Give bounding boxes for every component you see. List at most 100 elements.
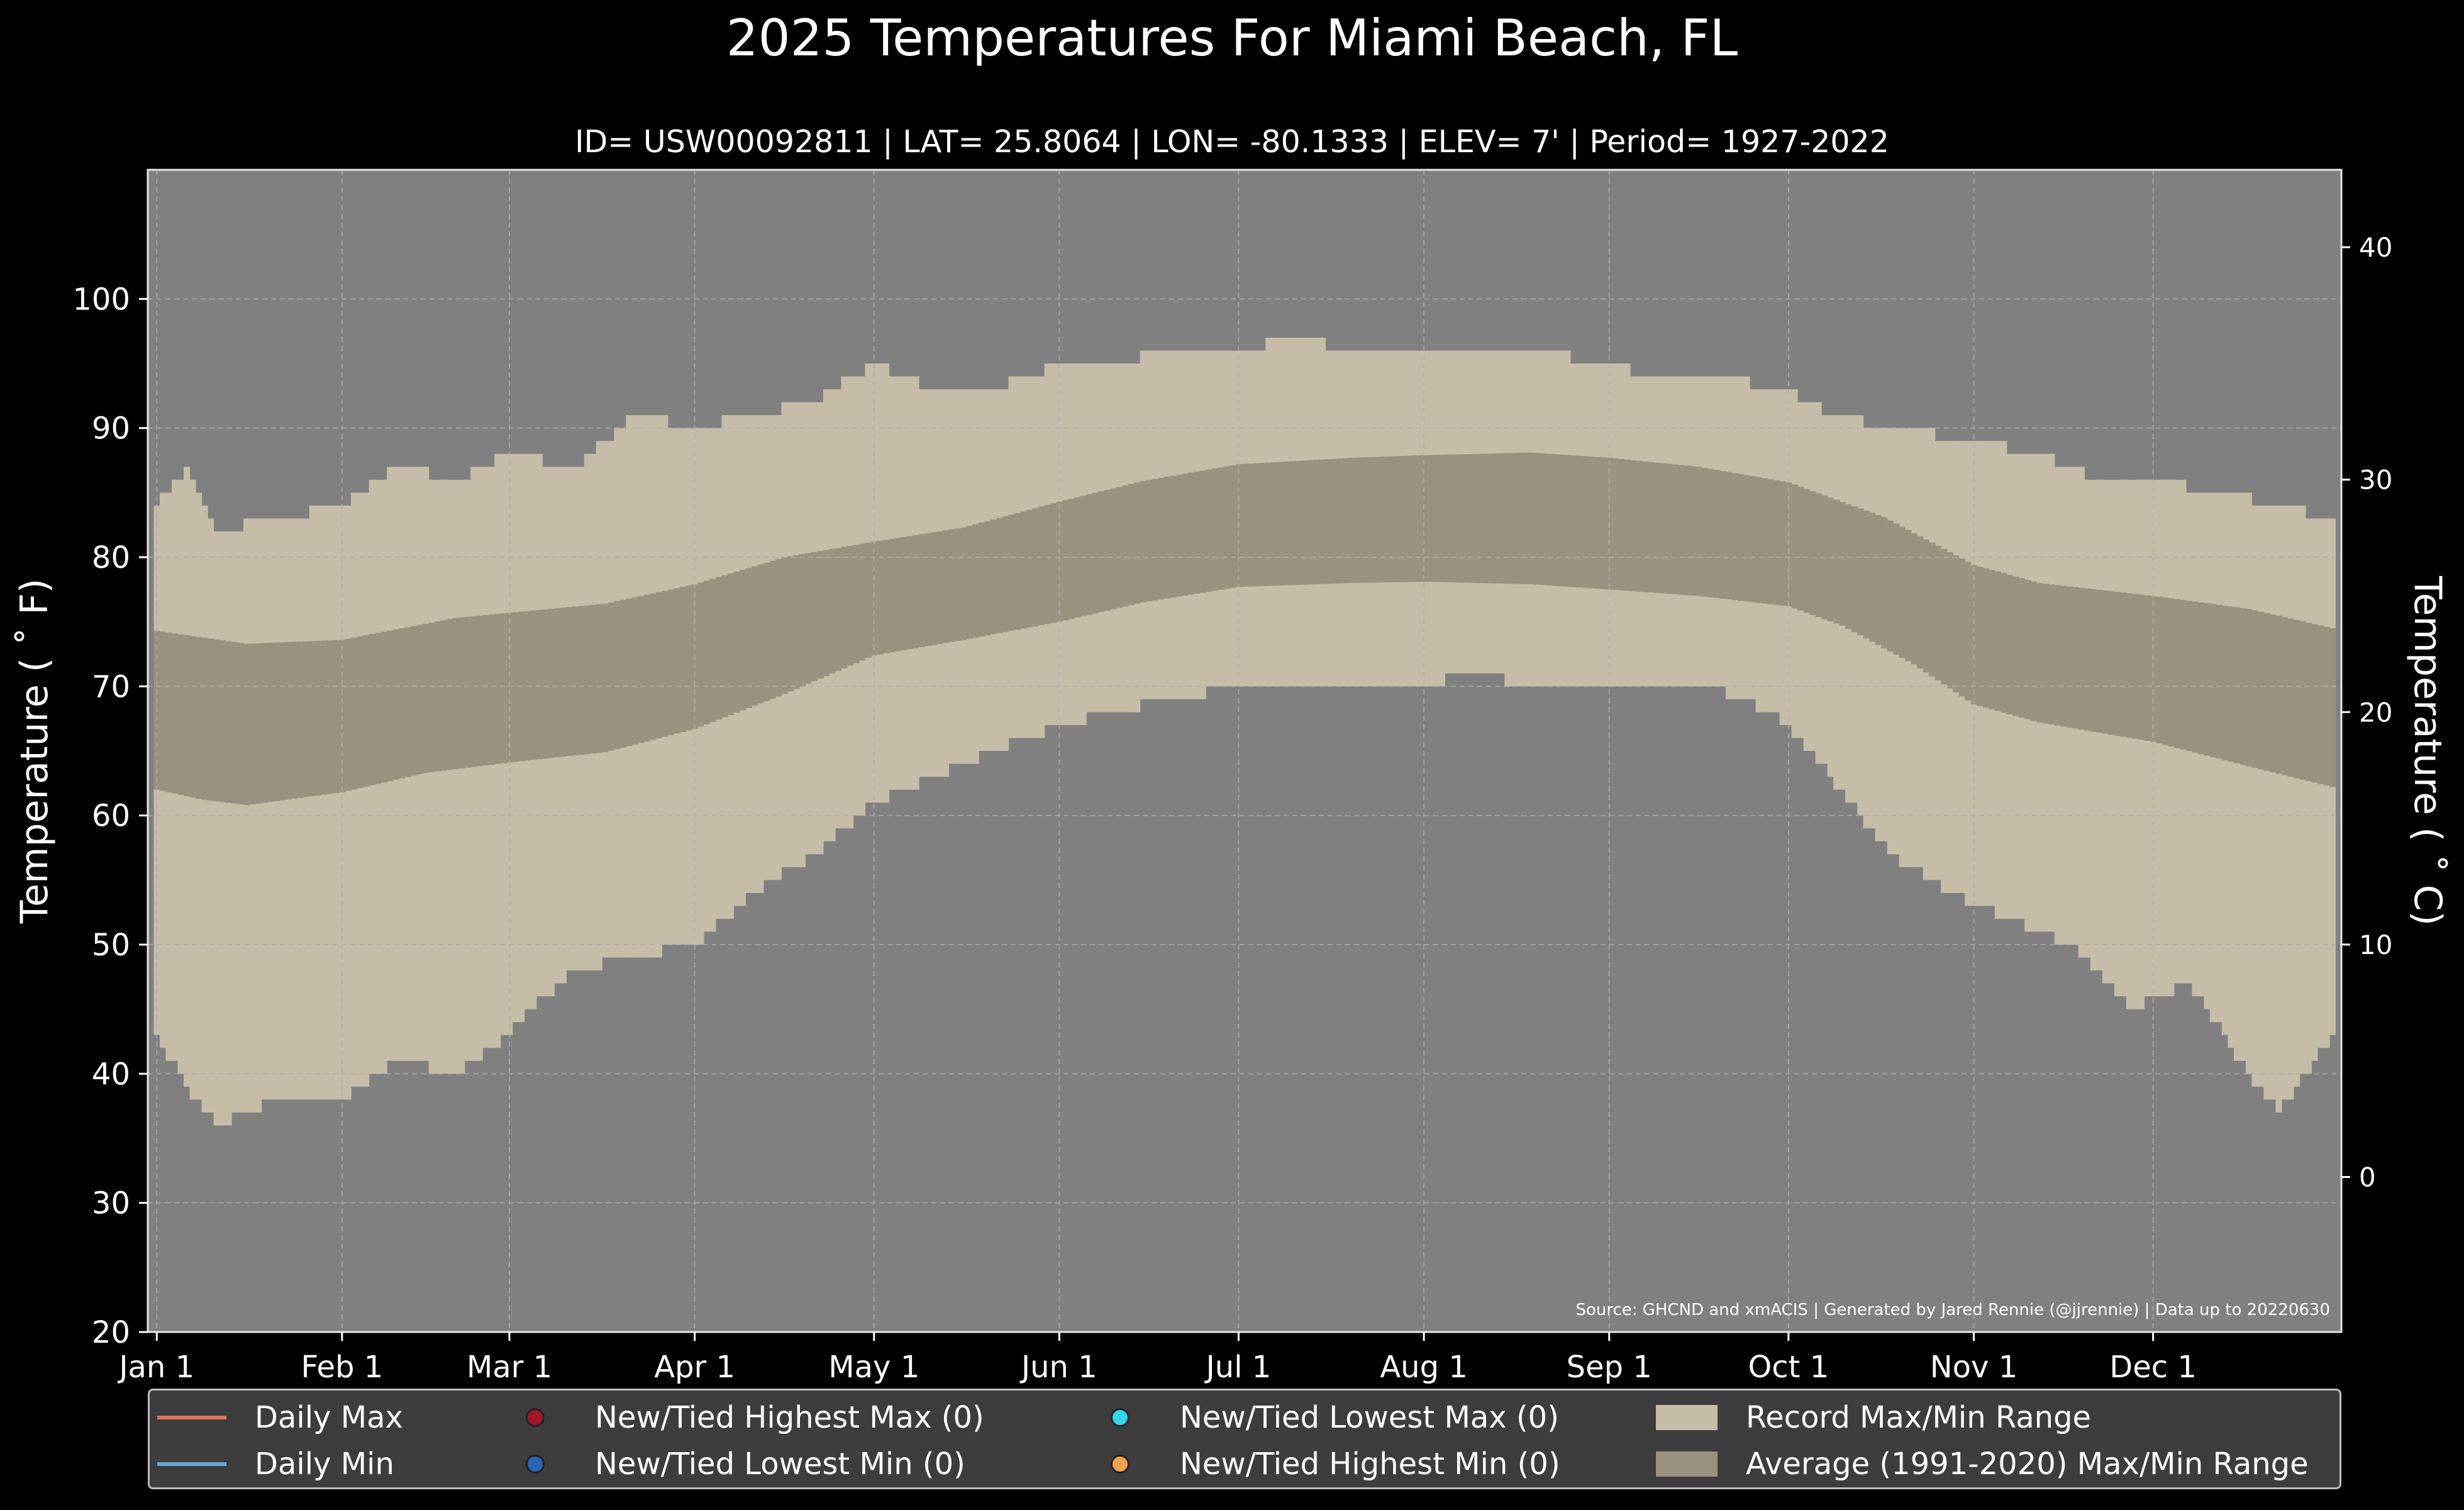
average-range-bar — [2168, 598, 2175, 747]
average-range-bar — [757, 564, 764, 704]
average-range-bar — [1445, 454, 1451, 582]
legend-dot-swatch — [1111, 1408, 1129, 1427]
legend-lowest-max: New/Tied Lowest Max (0) — [1073, 1397, 1559, 1438]
average-range-bar — [1026, 509, 1033, 628]
y-tick-label: 80 — [92, 540, 130, 575]
average-range-bar — [1002, 516, 1009, 632]
average-range-bar — [160, 631, 167, 791]
average-range-bar — [2192, 601, 2199, 753]
average-range-bar — [924, 533, 931, 647]
average-range-bar — [1468, 453, 1475, 583]
average-range-bar — [1953, 555, 1960, 692]
y-tick-label: 70 — [92, 669, 130, 704]
record-range-bar — [225, 531, 232, 1126]
average-range-bar — [913, 535, 919, 648]
average-range-bar — [1390, 456, 1397, 582]
y2-tick-label: 20 — [2359, 697, 2392, 728]
average-range-bar — [1779, 481, 1786, 606]
average-range-bar — [1917, 536, 1924, 669]
average-range-bar — [404, 627, 411, 777]
x-tick-label: Aug 1 — [1380, 1350, 1468, 1385]
x-tick-label: Jun 1 — [1019, 1350, 1097, 1385]
average-range-bar — [375, 633, 382, 784]
legend-record-range: Record Max/Min Range — [1650, 1397, 2091, 1438]
average-range-bar — [1158, 477, 1165, 600]
record-range-bar — [2233, 492, 2241, 1061]
average-range-bar — [2269, 614, 2277, 773]
average-range-bar — [1558, 454, 1565, 587]
average-range-bar — [2293, 619, 2300, 779]
average-range-bar — [1958, 558, 1965, 697]
record-range-bar — [261, 518, 268, 1100]
average-range-bar — [979, 523, 985, 637]
average-range-bar — [955, 528, 962, 641]
average-range-bar — [309, 641, 316, 797]
average-range-bar — [1678, 465, 1685, 595]
average-range-bar — [566, 607, 573, 757]
average-range-bar — [1684, 465, 1690, 596]
average-range-bar — [1767, 479, 1774, 604]
record-range-bar — [2293, 505, 2300, 1087]
average-range-bar — [1528, 452, 1535, 585]
legend-dot-swatch — [526, 1408, 545, 1427]
average-range-bar — [1899, 526, 1906, 658]
average-range-bar — [984, 521, 991, 636]
average-range-bar — [184, 635, 191, 796]
average-range-bar — [697, 582, 704, 727]
average-range-bar — [769, 560, 776, 699]
x-tick-label: Jul 1 — [1204, 1350, 1272, 1385]
average-range-bar — [2245, 609, 2253, 767]
legend-patch-swatch — [1656, 1405, 1718, 1430]
average-range-bar — [931, 532, 938, 645]
average-range-bar — [2216, 604, 2223, 759]
average-range-bar — [631, 597, 638, 745]
average-range-bar — [1982, 568, 1989, 708]
average-range-bar — [1977, 566, 1984, 706]
average-range-bar — [1666, 464, 1673, 594]
average-range-bar — [1337, 458, 1344, 584]
legend-dot-swatch — [1111, 1455, 1129, 1474]
average-range-bar — [333, 640, 340, 793]
chart-legend: Daily Max Daily Min New/Tied Highest Max… — [148, 1389, 2341, 1489]
average-range-bar — [464, 616, 471, 768]
average-range-bar — [1283, 461, 1290, 586]
average-range-bar — [2036, 583, 2043, 723]
average-range-bar — [1797, 486, 1804, 611]
legend-line-swatch — [157, 1416, 226, 1419]
y2-tick-label: 0 — [2359, 1162, 2376, 1192]
record-range-bar — [2311, 518, 2318, 1061]
average-range-bar — [261, 643, 268, 803]
average-range-bar — [196, 636, 203, 799]
average-range-bar — [1211, 468, 1218, 591]
average-range-bar — [267, 643, 274, 802]
legend-daily-max: Daily Max — [157, 1397, 403, 1438]
y2-tick-label: 40 — [2359, 232, 2392, 263]
average-range-bar — [2030, 581, 2037, 721]
record-range-bar — [2275, 505, 2282, 1113]
average-range-bar — [1373, 457, 1380, 583]
average-range-bar — [775, 558, 782, 697]
average-range-bar — [1409, 455, 1416, 582]
average-range-bar — [363, 635, 370, 787]
average-range-bar — [411, 626, 418, 776]
record-range-bar — [2114, 479, 2121, 997]
average-range-bar — [650, 593, 657, 740]
average-range-bar — [1421, 455, 1428, 582]
x-axis-ticks: Jan 1 Feb 1 Mar 1 Apr 1 May 1 Jun 1 Jul 1 Aug 1… — [117, 1332, 2197, 1385]
average-range-bar — [1343, 458, 1350, 584]
average-range-bar — [829, 548, 836, 674]
legend-line-swatch — [157, 1462, 226, 1466]
average-range-bar — [1361, 457, 1368, 583]
average-range-bar — [2108, 591, 2115, 735]
record-range-bar — [303, 518, 310, 1100]
average-range-bar — [1851, 506, 1858, 633]
average-range-bar — [237, 643, 244, 805]
average-range-bar — [1791, 484, 1798, 609]
legend-label: Daily Max — [255, 1400, 403, 1435]
average-range-bar — [530, 610, 537, 760]
average-range-bar — [2228, 606, 2234, 762]
average-range-bar — [1546, 453, 1553, 586]
legend-label: Record Max/Min Range — [1746, 1400, 2092, 1435]
average-range-bar — [823, 550, 830, 676]
